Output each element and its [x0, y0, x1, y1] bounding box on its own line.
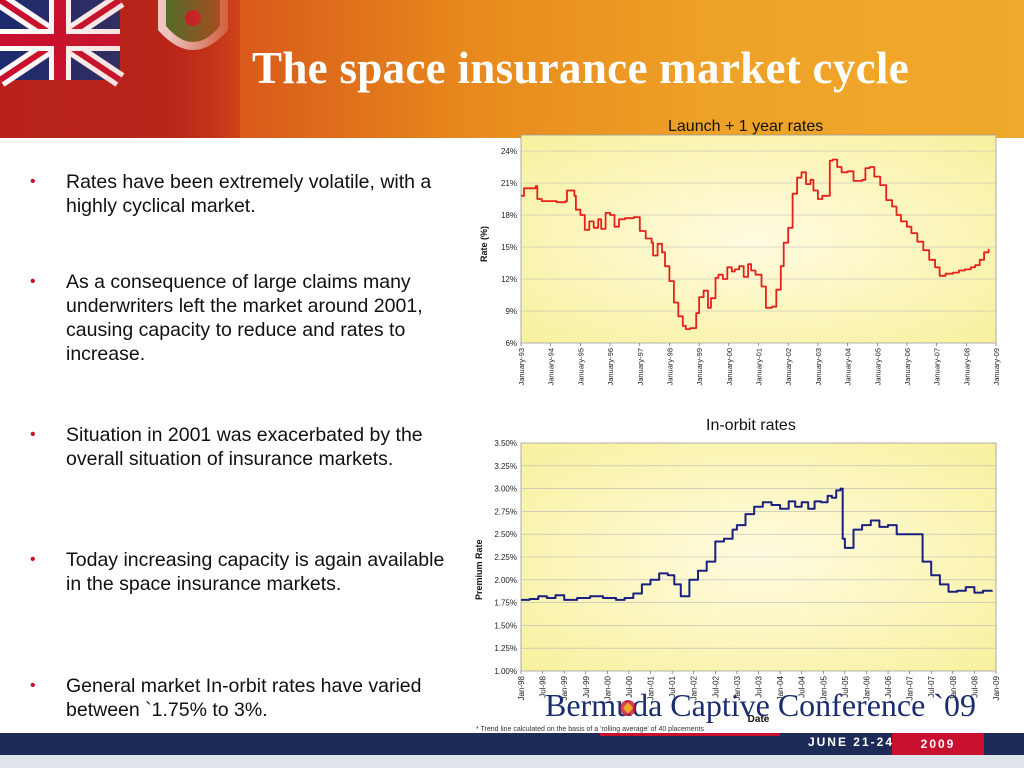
accent-line: [600, 733, 780, 736]
x-tick-label: Jul-99: [582, 675, 591, 697]
y-tick-label: 2.25%: [494, 553, 517, 562]
y-tick-label: 21%: [501, 179, 517, 188]
x-tick-label: January-02: [784, 348, 793, 386]
x-tick-label: January-07: [933, 348, 942, 386]
x-tick-label: Jan-98: [517, 675, 526, 700]
x-tick-label: January-95: [576, 348, 585, 386]
bullet-item: • As a consequence of large claims many …: [22, 270, 452, 366]
bermuda-flag-image: [0, 0, 240, 138]
bottom-stripe: [0, 755, 1024, 768]
y-tick-label: 12%: [501, 275, 517, 284]
x-tick-label: January-09: [992, 348, 1001, 386]
x-tick-label: January-97: [636, 348, 645, 386]
y-tick-label: 3.00%: [494, 485, 517, 494]
inorbit-chart-title: In-orbit rates: [706, 417, 796, 434]
x-tick-label: January-01: [755, 348, 764, 386]
x-tick-label: January-96: [606, 348, 615, 386]
x-tick-label: Jul-01: [668, 675, 677, 697]
y-tick-label: 9%: [505, 307, 517, 316]
x-tick-label: Jan-04: [776, 675, 785, 700]
footnote: * Trend line calculated on the basis of …: [476, 726, 704, 733]
y-tick-label: 1.50%: [494, 621, 517, 630]
bullet-text: As a consequence of large claims many un…: [66, 271, 423, 365]
x-tick-label: Jan-09: [992, 675, 1001, 700]
x-tick-label: Jan-02: [690, 675, 699, 700]
bottom-bar: JUNE 21-24 2009: [0, 733, 1024, 755]
x-tick-label: Jan-03: [733, 675, 742, 700]
bullet-item: • Today increasing capacity is again ava…: [22, 548, 452, 596]
x-tick-label: Jan-06: [862, 675, 871, 700]
series-line: [521, 487, 993, 601]
conference-logo-icon: [620, 700, 636, 716]
y-tick-label: 24%: [501, 147, 517, 156]
slide-title: The space insurance market cycle: [252, 43, 909, 93]
x-tick-label: Jul-00: [625, 675, 634, 697]
x-tick-label: Jul-06: [884, 675, 893, 697]
launch-rates-chart: 6% 9% 12% 15% 18% 21% 24% January-93 January-94 J…: [501, 134, 1001, 386]
series-line: [521, 158, 990, 330]
bullet-text: Situation in 2001 was exacerbated by the…: [66, 424, 423, 470]
x-tick-label: Jan-07: [906, 675, 915, 700]
y-tick-label: 15%: [501, 243, 517, 252]
y-tick-label: 1.75%: [494, 599, 517, 608]
x-tick-label: Jan-01: [647, 675, 656, 700]
x-tick-label: Jul-98: [539, 675, 548, 697]
bullet-dot-icon: •: [30, 173, 36, 190]
plot-area: [520, 134, 997, 344]
x-tick-label: Jul-08: [970, 675, 979, 697]
x-tick-label: Jul-05: [841, 675, 850, 697]
y-tick-label: 2.00%: [494, 576, 517, 585]
x-tick-label: January-08: [962, 348, 971, 386]
y-tick-label: 1.00%: [494, 667, 517, 676]
x-axis-label: Date: [748, 714, 770, 725]
x-tick-label: January-06: [903, 348, 912, 386]
x-tick-label: January-04: [844, 348, 853, 386]
x-tick-label: January-93: [517, 348, 526, 386]
bullet-dot-icon: •: [30, 677, 36, 694]
y-tick-label: 18%: [501, 211, 517, 220]
y-tick-label: 3.25%: [494, 462, 517, 471]
y-tick-label: 2.75%: [494, 507, 517, 516]
header-band: The space insurance market cycle: [0, 0, 1024, 138]
bullet-text: General market In-orbit rates have varie…: [66, 675, 422, 721]
x-tick-label: Jan-99: [560, 675, 569, 700]
x-tick-label: January-98: [665, 348, 674, 386]
inorbit-rates-chart: 1.00% 1.25% 1.50% 1.75% 2.00% 2.25% 2.50% 2.75%…: [494, 439, 1001, 725]
y-tick-label: 2.50%: [494, 530, 517, 539]
x-tick-label: January-99: [695, 348, 704, 386]
x-tick-label: Jan-08: [949, 675, 958, 700]
y-tick-label: 6%: [505, 339, 517, 348]
x-tick-label: Jul-04: [798, 675, 807, 697]
bullet-dot-icon: •: [30, 551, 36, 568]
launch-chart-title: Launch + 1 year rates: [668, 118, 824, 135]
x-tick-label: Jul-02: [711, 675, 720, 697]
conference-name: Bermuda Captive Conference `09: [545, 687, 976, 723]
bullet-dot-icon: •: [30, 426, 36, 443]
x-tick-label: Jul-03: [755, 675, 764, 697]
x-tick-label: January-03: [814, 348, 823, 386]
x-tick-label: Jan-00: [603, 675, 612, 700]
conference-year: 2009: [892, 733, 984, 755]
bullet-dot-icon: •: [30, 273, 36, 290]
bullet-item: • Situation in 2001 was exacerbated by t…: [22, 423, 452, 471]
x-tick-label: Jan-05: [819, 675, 828, 700]
x-tick-label: January-05: [873, 348, 882, 386]
x-tick-label: Jul-07: [927, 675, 936, 697]
bullet-text: Today increasing capacity is again avail…: [66, 549, 445, 595]
conference-dates: JUNE 21-24: [807, 735, 894, 749]
y-tick-label: 1.25%: [494, 644, 517, 653]
bullet-item: • Rates have been extremely volatile, wi…: [22, 170, 452, 218]
x-tick-label: January-94: [547, 348, 556, 386]
bullet-item: • General market In-orbit rates have var…: [22, 674, 452, 722]
y-tick-label: 3.50%: [494, 439, 517, 448]
bullet-text: Rates have been extremely volatile, with…: [66, 171, 432, 217]
x-tick-label: January-00: [725, 348, 734, 386]
